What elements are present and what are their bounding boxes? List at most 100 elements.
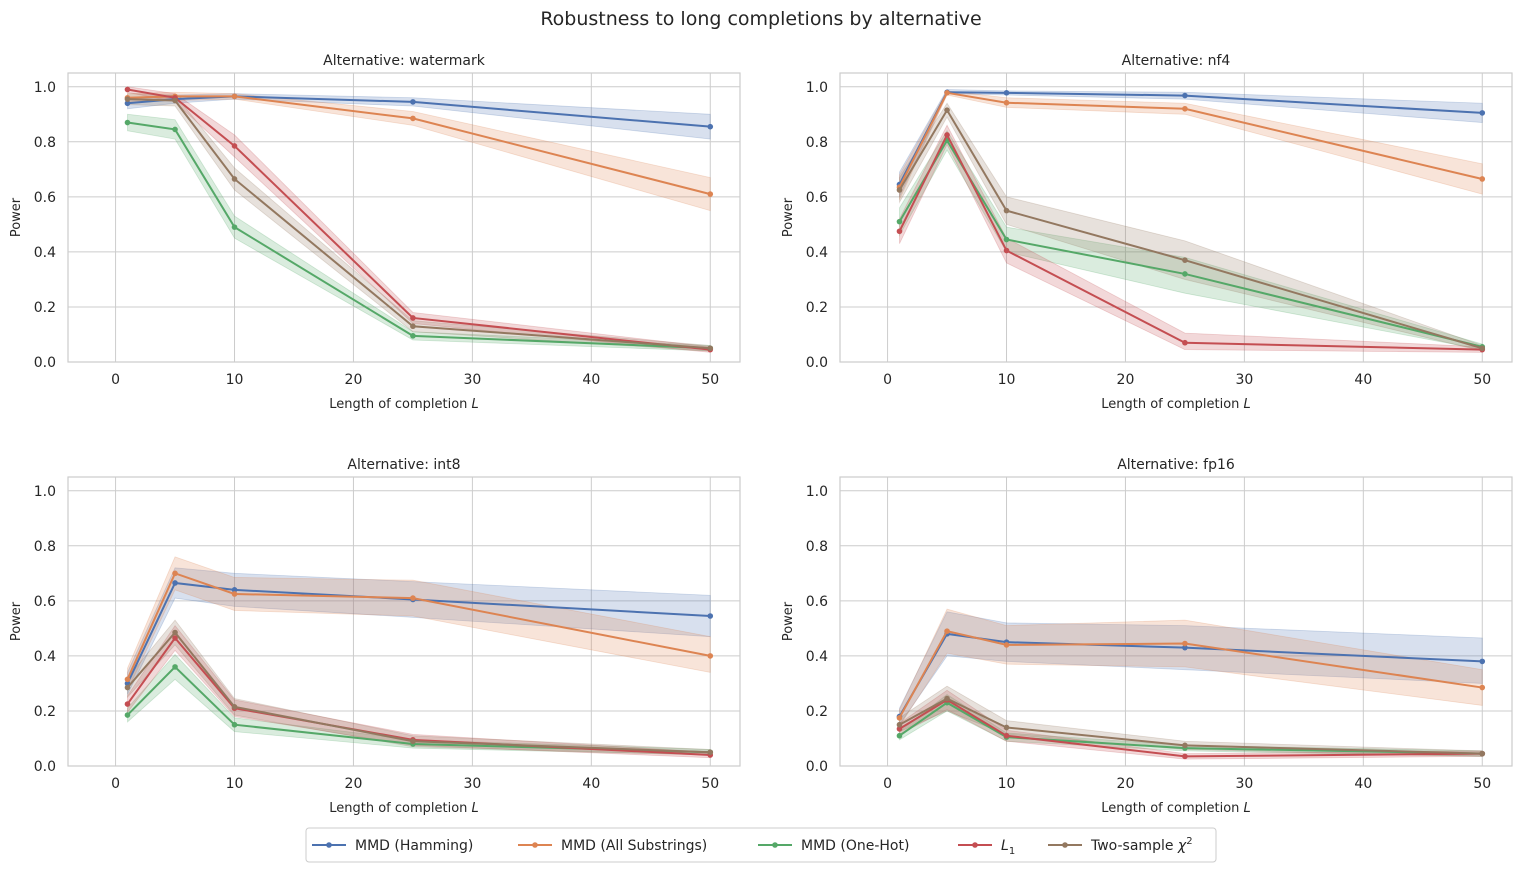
legend-marker-3 bbox=[972, 842, 978, 848]
x-tick-label-2: 20 bbox=[345, 776, 363, 792]
point-series-0-2 bbox=[231, 587, 238, 593]
legend-marker-1 bbox=[532, 842, 538, 848]
x-tick-label-2: 20 bbox=[1117, 776, 1135, 792]
point-series-2-0 bbox=[896, 732, 903, 739]
legend: MMD (Hamming) MMD (All Substrings) MMD (On… bbox=[305, 827, 1217, 863]
point-series-1-1 bbox=[944, 628, 950, 634]
x-tick-label-4: 40 bbox=[1354, 372, 1372, 388]
y-axis-label: Power bbox=[781, 601, 796, 641]
point-series-4-4 bbox=[707, 749, 714, 756]
point-series-1-2 bbox=[231, 93, 238, 100]
point-series-1-1 bbox=[172, 570, 178, 577]
point-series-2-2 bbox=[1003, 236, 1010, 243]
band-series-1 bbox=[127, 556, 711, 691]
subplot-title: Alternative: int8 bbox=[347, 457, 460, 473]
y-tick-label-4: 0.8 bbox=[34, 135, 56, 151]
point-series-4-1 bbox=[172, 97, 178, 104]
point-series-0-2 bbox=[1003, 90, 1010, 96]
point-series-4-3 bbox=[1182, 257, 1188, 263]
point-series-2-2 bbox=[231, 224, 238, 230]
point-series-4-0 bbox=[896, 721, 903, 728]
axes-frame bbox=[839, 72, 1513, 363]
point-series-4-2 bbox=[1003, 207, 1010, 214]
y-tick-label-4: 0.8 bbox=[806, 135, 828, 151]
subplot-title: Alternative: watermark bbox=[323, 53, 486, 69]
point-series-4-2 bbox=[1003, 724, 1010, 731]
point-series-1-4 bbox=[707, 191, 714, 197]
point-series-4-2 bbox=[231, 704, 238, 710]
point-series-1-3 bbox=[410, 595, 416, 601]
point-series-2-0 bbox=[124, 119, 131, 126]
point-series-2-0 bbox=[124, 712, 131, 718]
point-series-4-3 bbox=[410, 738, 416, 745]
y-tick-label-1: 0.2 bbox=[34, 300, 56, 316]
x-tick-label-3: 30 bbox=[1235, 372, 1253, 388]
x-axis-label: Length of completion L bbox=[329, 801, 479, 816]
x-tick-label-5: 50 bbox=[1473, 776, 1491, 792]
point-series-3-0 bbox=[124, 701, 131, 707]
x-tick-label-5: 50 bbox=[1473, 372, 1491, 388]
band-series-1 bbox=[899, 90, 1483, 200]
point-series-3-0 bbox=[896, 228, 903, 235]
point-series-1-2 bbox=[1003, 99, 1010, 106]
point-series-3-2 bbox=[1003, 247, 1010, 254]
point-series-2-3 bbox=[410, 333, 416, 339]
legend-label-3: L1 bbox=[1001, 838, 1015, 857]
y-tick-label-3: 0.6 bbox=[34, 190, 56, 206]
point-series-2-3 bbox=[1182, 271, 1188, 277]
legend-marker-2 bbox=[772, 842, 778, 848]
y-tick-label-2: 0.4 bbox=[34, 649, 56, 665]
point-series-4-4 bbox=[1479, 750, 1486, 757]
point-series-3-1 bbox=[172, 635, 178, 641]
point-series-1-4 bbox=[1479, 176, 1486, 182]
x-tick-label-2: 20 bbox=[1117, 372, 1135, 388]
point-series-0-4 bbox=[1479, 110, 1486, 116]
point-series-1-2 bbox=[231, 591, 238, 597]
y-tick-label-1: 0.2 bbox=[806, 704, 828, 720]
point-series-1-3 bbox=[1182, 105, 1188, 112]
point-series-4-1 bbox=[172, 629, 178, 636]
band-series-0 bbox=[127, 567, 711, 695]
legend-label-1: MMD (All Substrings) bbox=[561, 838, 707, 854]
subplots: 0 10 20 30 40 50 0.0 0.2 0.4 0.6 0.8 1.0 Alternative… bbox=[9, 53, 1513, 816]
x-tick-label-5: 50 bbox=[701, 372, 719, 388]
point-series-3-1 bbox=[944, 132, 950, 138]
legend-marker-0 bbox=[326, 842, 332, 848]
point-series-4-0 bbox=[124, 96, 131, 102]
y-axis-label: Power bbox=[9, 601, 24, 641]
point-series-2-0 bbox=[896, 218, 903, 225]
band-series-4 bbox=[899, 102, 1483, 352]
point-series-4-4 bbox=[707, 345, 714, 352]
point-series-0-3 bbox=[410, 99, 416, 105]
x-tick-label-0: 0 bbox=[111, 776, 120, 792]
point-series-1-0 bbox=[896, 715, 903, 721]
point-series-4-1 bbox=[944, 107, 950, 113]
axes-frame bbox=[67, 476, 741, 767]
band-series-0 bbox=[899, 611, 1483, 726]
legend-label-0: MMD (Hamming) bbox=[355, 838, 473, 854]
point-series-1-0 bbox=[124, 676, 131, 683]
point-series-2-2 bbox=[231, 721, 238, 728]
point-series-2-1 bbox=[172, 664, 178, 670]
x-axis-label: Length of completion L bbox=[329, 397, 479, 412]
y-axis-label: Power bbox=[9, 197, 24, 237]
legend-label-2: MMD (One-Hot) bbox=[801, 838, 909, 854]
point-series-3-2 bbox=[1003, 732, 1010, 739]
x-tick-label-0: 0 bbox=[883, 776, 892, 792]
y-tick-label-2: 0.4 bbox=[34, 245, 56, 261]
point-series-1-4 bbox=[707, 653, 714, 659]
y-tick-label-0: 0.0 bbox=[806, 355, 828, 371]
axes-frame bbox=[67, 72, 741, 363]
y-axis-label: Power bbox=[781, 197, 796, 237]
y-tick-label-5: 1.0 bbox=[34, 80, 56, 96]
point-series-0-4 bbox=[1479, 658, 1486, 665]
axes-frame bbox=[839, 476, 1513, 767]
x-tick-label-4: 40 bbox=[1354, 776, 1372, 792]
point-series-4-0 bbox=[124, 684, 131, 691]
x-tick-label-3: 30 bbox=[463, 372, 481, 388]
y-tick-label-3: 0.6 bbox=[806, 594, 828, 610]
point-series-4-4 bbox=[1479, 345, 1486, 352]
x-tick-label-5: 50 bbox=[701, 776, 719, 792]
point-series-1-4 bbox=[1479, 684, 1486, 691]
point-series-3-3 bbox=[410, 315, 416, 321]
